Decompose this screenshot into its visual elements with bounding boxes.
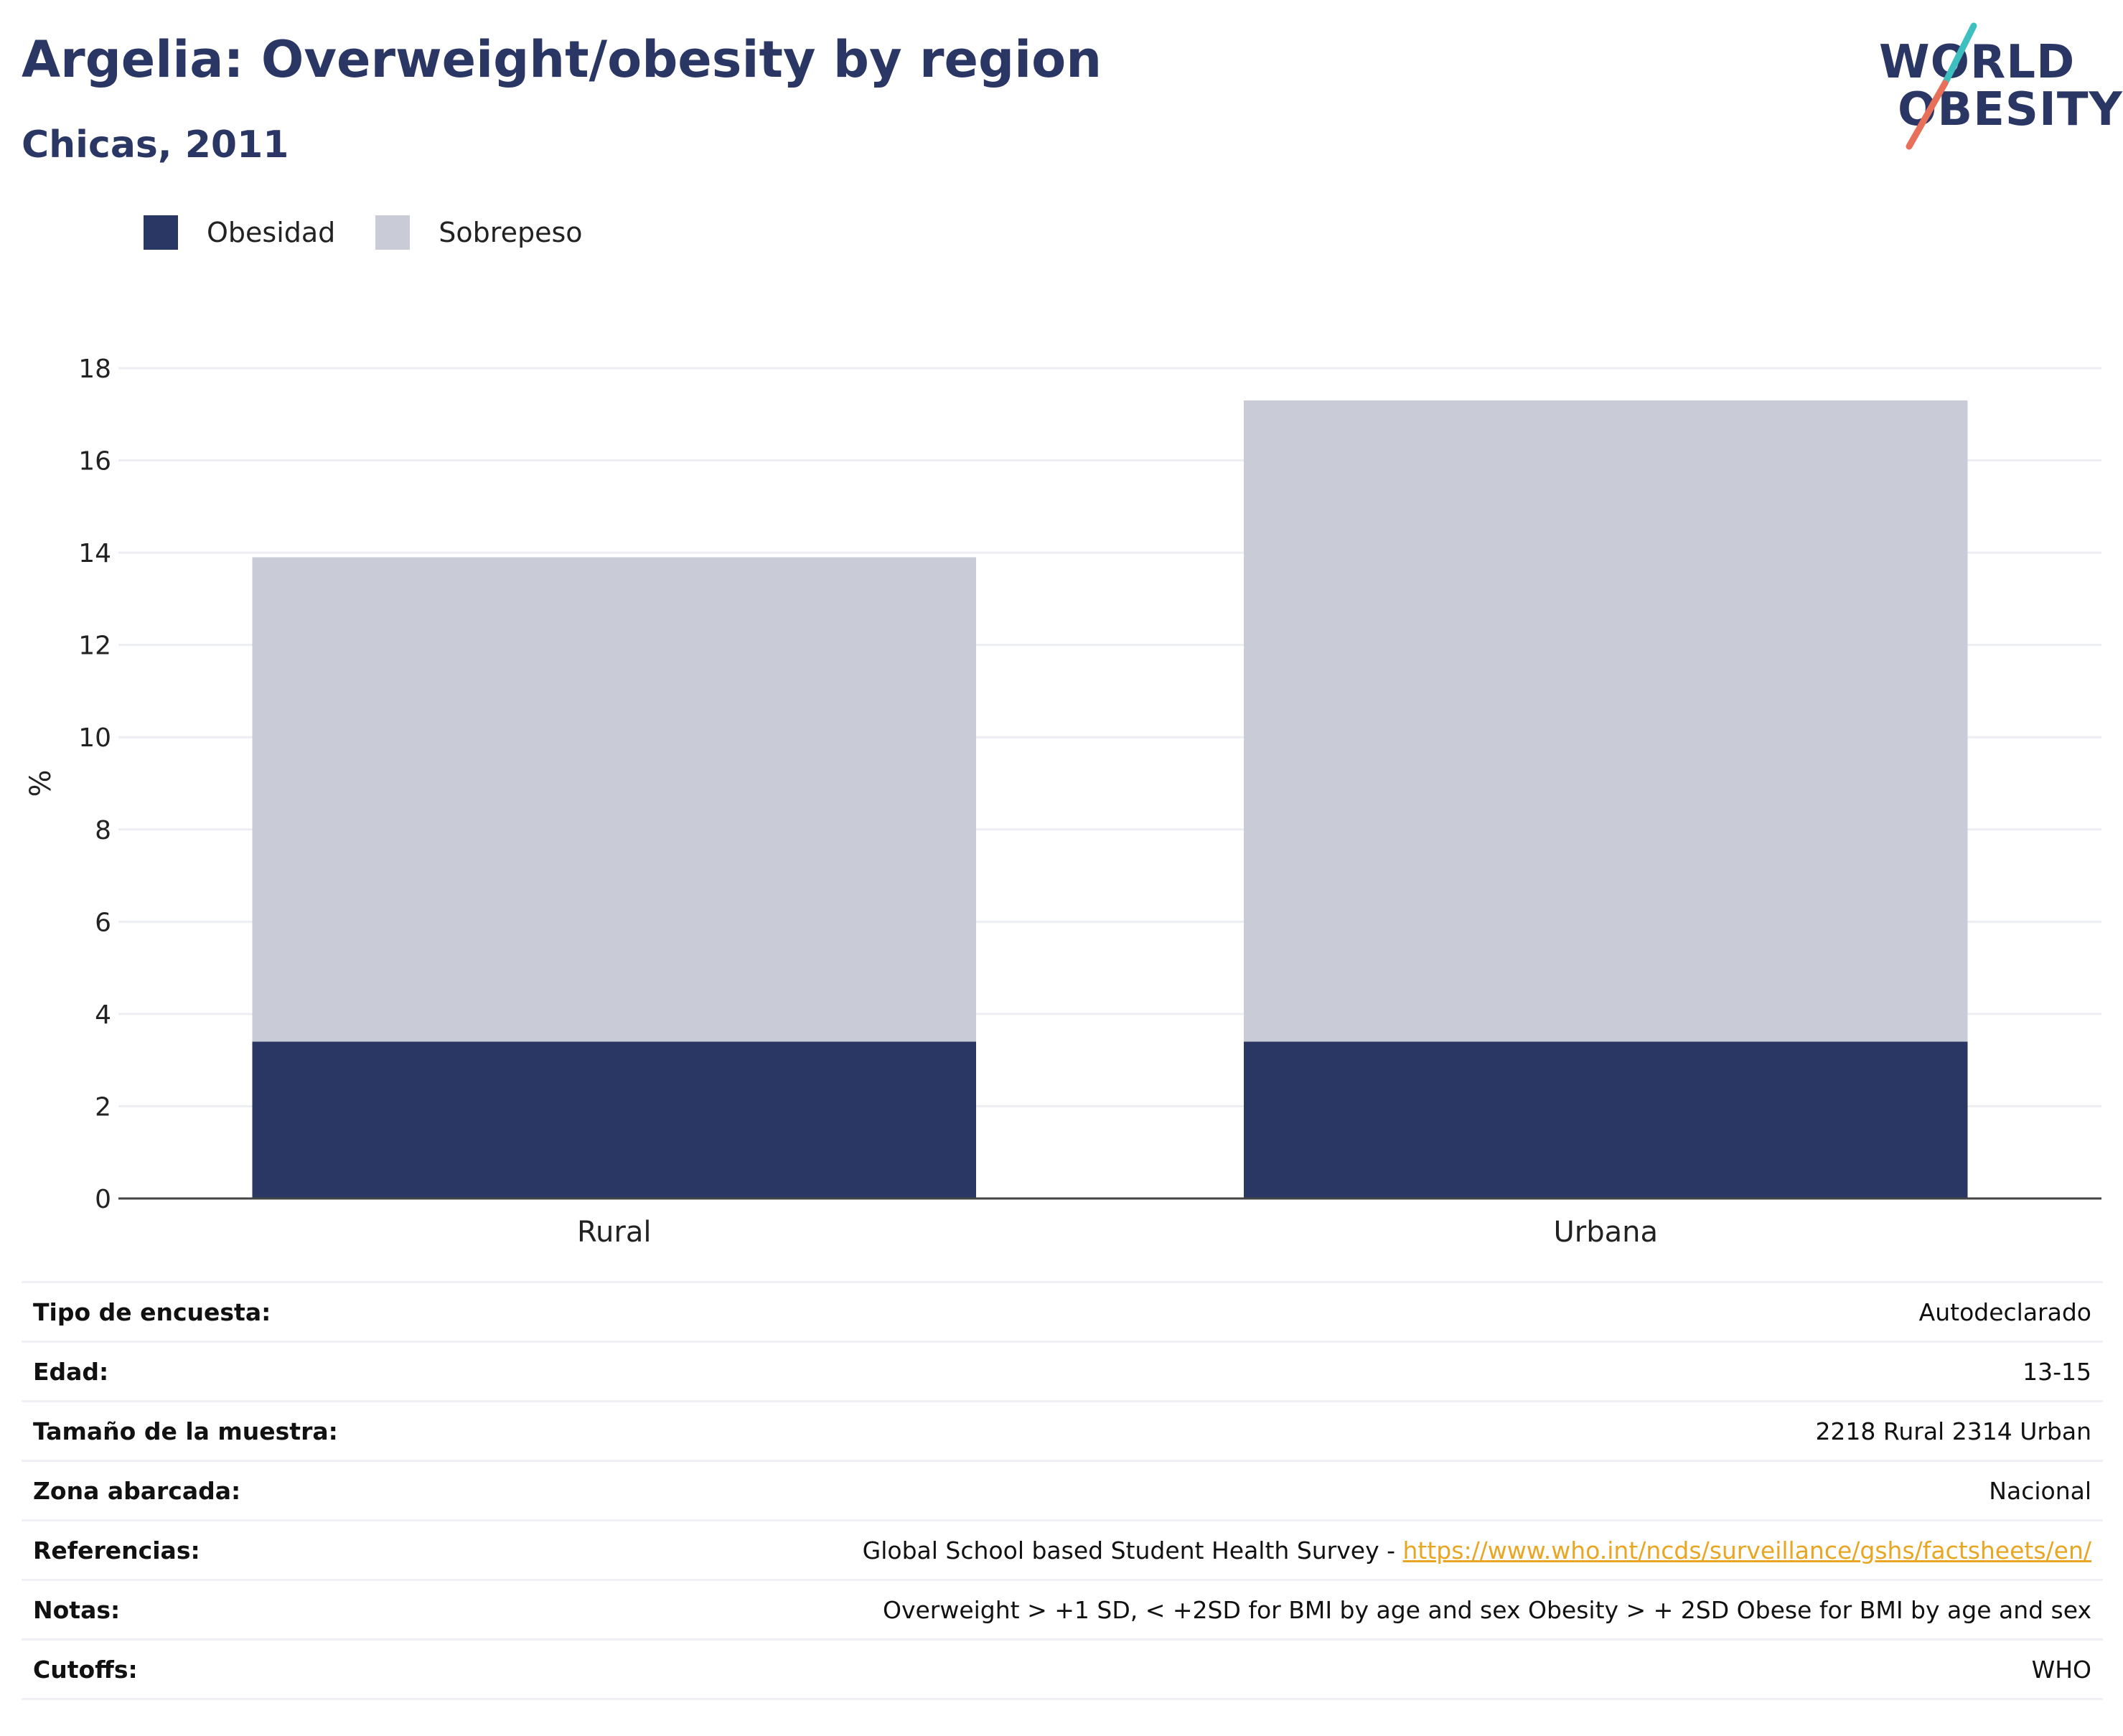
table-row: Referencias: Global School based Student…	[22, 1520, 2103, 1580]
legend-item-obesidad[interactable]: Obesidad	[144, 215, 335, 250]
bar-sobrepeso-urbana	[1244, 400, 1968, 1042]
y-tick-label: 6	[95, 908, 111, 937]
info-key: Zona abarcada:	[33, 1476, 241, 1505]
info-value-references: Global School based Student Health Surve…	[454, 1521, 2103, 1580]
bar-sobrepeso-rural	[252, 557, 976, 1042]
info-key: Referencias:	[33, 1536, 200, 1564]
info-key: Cutoffs:	[33, 1655, 138, 1684]
bar-chart: 0 2 4 6 8 10 12 14 16 18% Rural Urbana	[24, 355, 2101, 1249]
table-row: Cutoffs: WHO	[22, 1639, 2103, 1699]
x-tick-label: Rural	[577, 1216, 651, 1249]
info-value: Nacional	[1989, 1476, 2091, 1505]
world-obesity-logo: WORLD OBESITY	[1866, 20, 2122, 156]
legend-swatch-obesidad	[144, 215, 178, 250]
y-tick-label: 4	[95, 1000, 111, 1030]
reference-link[interactable]: https://www.who.int/ncds/surveillance/gs…	[1402, 1536, 2091, 1564]
y-tick-label: 14	[78, 539, 111, 568]
legend-label-sobrepeso: Sobrepeso	[439, 217, 583, 248]
table-row: Notas: Overweight > +1 SD, < +2SD for BM…	[22, 1580, 2103, 1640]
info-value: WHO	[2031, 1655, 2091, 1684]
info-value: 13-15	[2023, 1357, 2091, 1386]
y-tick-label: 16	[78, 447, 111, 477]
legend-item-sobrepeso[interactable]: Sobrepeso	[375, 215, 583, 250]
table-row: Tamaño de la muestra: 2218 Rural 2314 Ur…	[22, 1401, 2103, 1461]
chart-subtitle: Chicas, 2011	[22, 123, 289, 166]
bar-obesidad-urbana	[1244, 1041, 1968, 1198]
info-key: Notas:	[33, 1595, 121, 1624]
reference-text: Global School based Student Health Surve…	[862, 1536, 1403, 1564]
y-tick-label: 2	[95, 1092, 111, 1122]
legend-swatch-sobrepeso	[375, 215, 411, 250]
info-key: Tipo de encuesta:	[33, 1298, 271, 1326]
x-tick-label: Urbana	[1554, 1216, 1659, 1249]
logo-slash-icon	[1906, 22, 1977, 150]
y-tick-label: 18	[78, 355, 111, 384]
logo-text-world: WORLD	[1879, 36, 2076, 89]
survey-info-table: Tipo de encuesta: Autodeclarado Edad: 13…	[22, 1281, 2103, 1700]
info-value: Autodeclarado	[1918, 1298, 2091, 1326]
y-tick-label: 10	[78, 723, 111, 753]
info-key: Tamaño de la muestra:	[33, 1417, 338, 1445]
legend-label-obesidad: Obesidad	[207, 217, 336, 248]
chart-title: Argelia: Overweight/obesity by region	[22, 30, 1102, 89]
table-row: Tipo de encuesta: Autodeclarado	[22, 1282, 2103, 1342]
y-axis-label: %	[24, 769, 57, 797]
bar-obesidad-rural	[252, 1041, 976, 1198]
table-row: Edad: 13-15	[22, 1341, 2103, 1402]
info-value: Overweight > +1 SD, < +2SD for BMI by ag…	[882, 1595, 2091, 1624]
table-row: Zona abarcada: Nacional	[22, 1460, 2103, 1521]
info-key: Edad:	[33, 1357, 109, 1386]
info-value: 2218 Rural 2314 Urban	[1815, 1417, 2091, 1445]
y-tick-label: 0	[95, 1185, 111, 1214]
y-tick-label: 12	[78, 632, 111, 661]
logo-text-obesity: OBESITY	[1898, 83, 2123, 136]
y-tick-label: 8	[95, 816, 111, 845]
chart-legend: Obesidad Sobrepeso	[144, 214, 623, 251]
